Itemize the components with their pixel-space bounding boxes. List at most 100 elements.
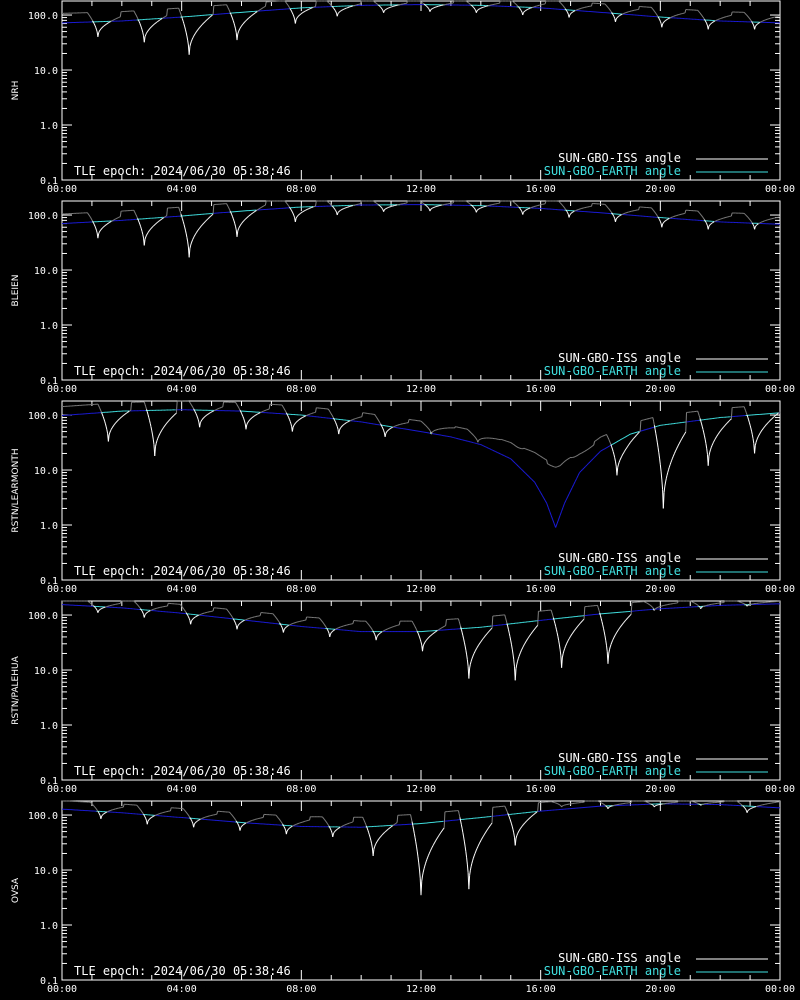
iss-angle-segment — [517, 6, 520, 8]
iss-angle-segment — [766, 423, 768, 425]
iss-angle-segment — [290, 423, 293, 427]
iss-angle-segment — [562, 205, 565, 208]
x-tick-label: 00:00 — [47, 384, 77, 395]
x-tick-label: 20:00 — [645, 184, 675, 195]
iss-angle-segment — [241, 23, 244, 26]
iss-angle-segment — [386, 430, 388, 433]
iss-angle-segment — [292, 213, 295, 216]
iss-angle-segment — [704, 219, 706, 222]
iss-angle-segment — [331, 414, 334, 417]
iss-angle-segment — [156, 21, 159, 23]
iss-angle-segment — [752, 224, 755, 227]
iss-angle-segment — [124, 413, 126, 415]
iss-angle-segment — [674, 449, 677, 452]
iss-angle-segment — [703, 218, 705, 220]
iss-angle-segment — [627, 444, 630, 446]
iss-angle-segment — [518, 7, 521, 9]
iss-angle-segment — [247, 421, 249, 424]
iss-angle-segment — [253, 12, 256, 15]
iss-angle-segment — [665, 19, 667, 21]
iss-angle-segment — [237, 405, 239, 408]
iss-angle-segment — [178, 8, 180, 11]
iss-angle-segment — [499, 200, 501, 204]
iss-angle-segment — [381, 426, 384, 429]
iss-angle-segment — [467, 428, 469, 431]
iss-angle-segment — [100, 27, 103, 30]
iss-angle-segment — [295, 18, 298, 20]
earth-angle-segment — [497, 451, 499, 454]
iss-angle-segment — [146, 232, 149, 235]
iss-angle-segment — [588, 447, 590, 450]
iss-angle-segment — [652, 417, 655, 422]
iss-angle-segment — [568, 214, 571, 218]
iss-angle-segment — [752, 23, 755, 27]
iss-angle-segment — [179, 211, 182, 215]
iss-angle-segment — [99, 28, 102, 31]
iss-angle-segment — [721, 428, 723, 430]
iss-angle-segment — [123, 414, 125, 416]
iss-angle-segment — [315, 0, 317, 7]
iss-angle-segment — [138, 21, 141, 24]
iss-angle-segment — [239, 26, 242, 29]
iss-angle-segment — [141, 231, 144, 235]
iss-angle-segment — [596, 438, 598, 441]
iss-angle-segment — [336, 424, 338, 427]
iss-angle-segment — [422, 202, 425, 205]
earth-angle-segment — [624, 436, 627, 438]
iss-angle-segment — [158, 434, 160, 437]
iss-angle-segment — [105, 23, 107, 26]
iss-angle-segment — [407, 419, 410, 423]
iss-angle-segment — [682, 435, 684, 438]
iss-angle-segment — [471, 205, 473, 207]
iss-angle-segment — [170, 417, 172, 420]
iss-angle-segment — [522, 212, 524, 215]
iss-angle-segment — [205, 415, 207, 417]
iss-angle-segment — [238, 225, 241, 228]
iss-angle-segment — [236, 230, 239, 237]
iss-angle-segment — [589, 446, 592, 449]
iss-angle-segment — [332, 6, 334, 9]
iss-angle-segment — [92, 221, 94, 223]
earth-angle-segment — [498, 452, 501, 455]
iss-angle-segment — [697, 210, 699, 213]
iss-angle-segment — [617, 16, 619, 18]
iss-angle-segment — [285, 202, 288, 205]
iss-angle-segment — [659, 219, 661, 222]
iss-angle-segment — [406, 200, 409, 204]
iss-angle-segment — [511, 0, 514, 2]
iss-angle-segment — [430, 8, 432, 11]
iss-angle-segment — [229, 209, 231, 212]
iss-angle-segment — [104, 24, 106, 26]
iss-angle-segment — [125, 412, 127, 415]
iss-angle-segment — [747, 216, 749, 219]
iss-angle-segment — [424, 424, 426, 426]
iss-angle-segment — [558, 200, 560, 203]
iss-angle-segment — [375, 2, 378, 5]
iss-angle-segment — [564, 7, 566, 10]
iss-angle-segment — [338, 429, 340, 435]
iss-angle-segment — [617, 461, 620, 465]
iss-angle-segment — [700, 13, 702, 16]
iss-angle-segment — [611, 449, 614, 452]
iss-angle-segment — [293, 215, 296, 218]
iss-angle-segment — [333, 419, 336, 422]
iss-angle-segment — [249, 214, 251, 216]
earth-angle-segment — [522, 470, 525, 473]
iss-angle-segment — [288, 205, 290, 208]
iss-angle-segment — [196, 416, 199, 420]
iss-angle-segment — [241, 414, 244, 417]
iss-angle-segment — [749, 18, 752, 21]
iss-angle-segment — [746, 15, 749, 17]
iss-angle-segment — [762, 427, 764, 430]
iss-angle-segment — [103, 418, 106, 422]
iss-angle-segment — [588, 447, 591, 449]
iss-angle-segment — [199, 25, 202, 27]
iss-angle-segment — [512, 1, 515, 3]
earth-angle-segment — [544, 500, 548, 504]
earth-angle-segment — [618, 439, 621, 442]
iss-angle-segment — [665, 219, 667, 222]
iss-angle-segment — [114, 422, 117, 424]
iss-angle-segment — [709, 23, 711, 26]
earth-angle-segment — [504, 455, 507, 458]
iss-angle-segment — [662, 21, 665, 24]
